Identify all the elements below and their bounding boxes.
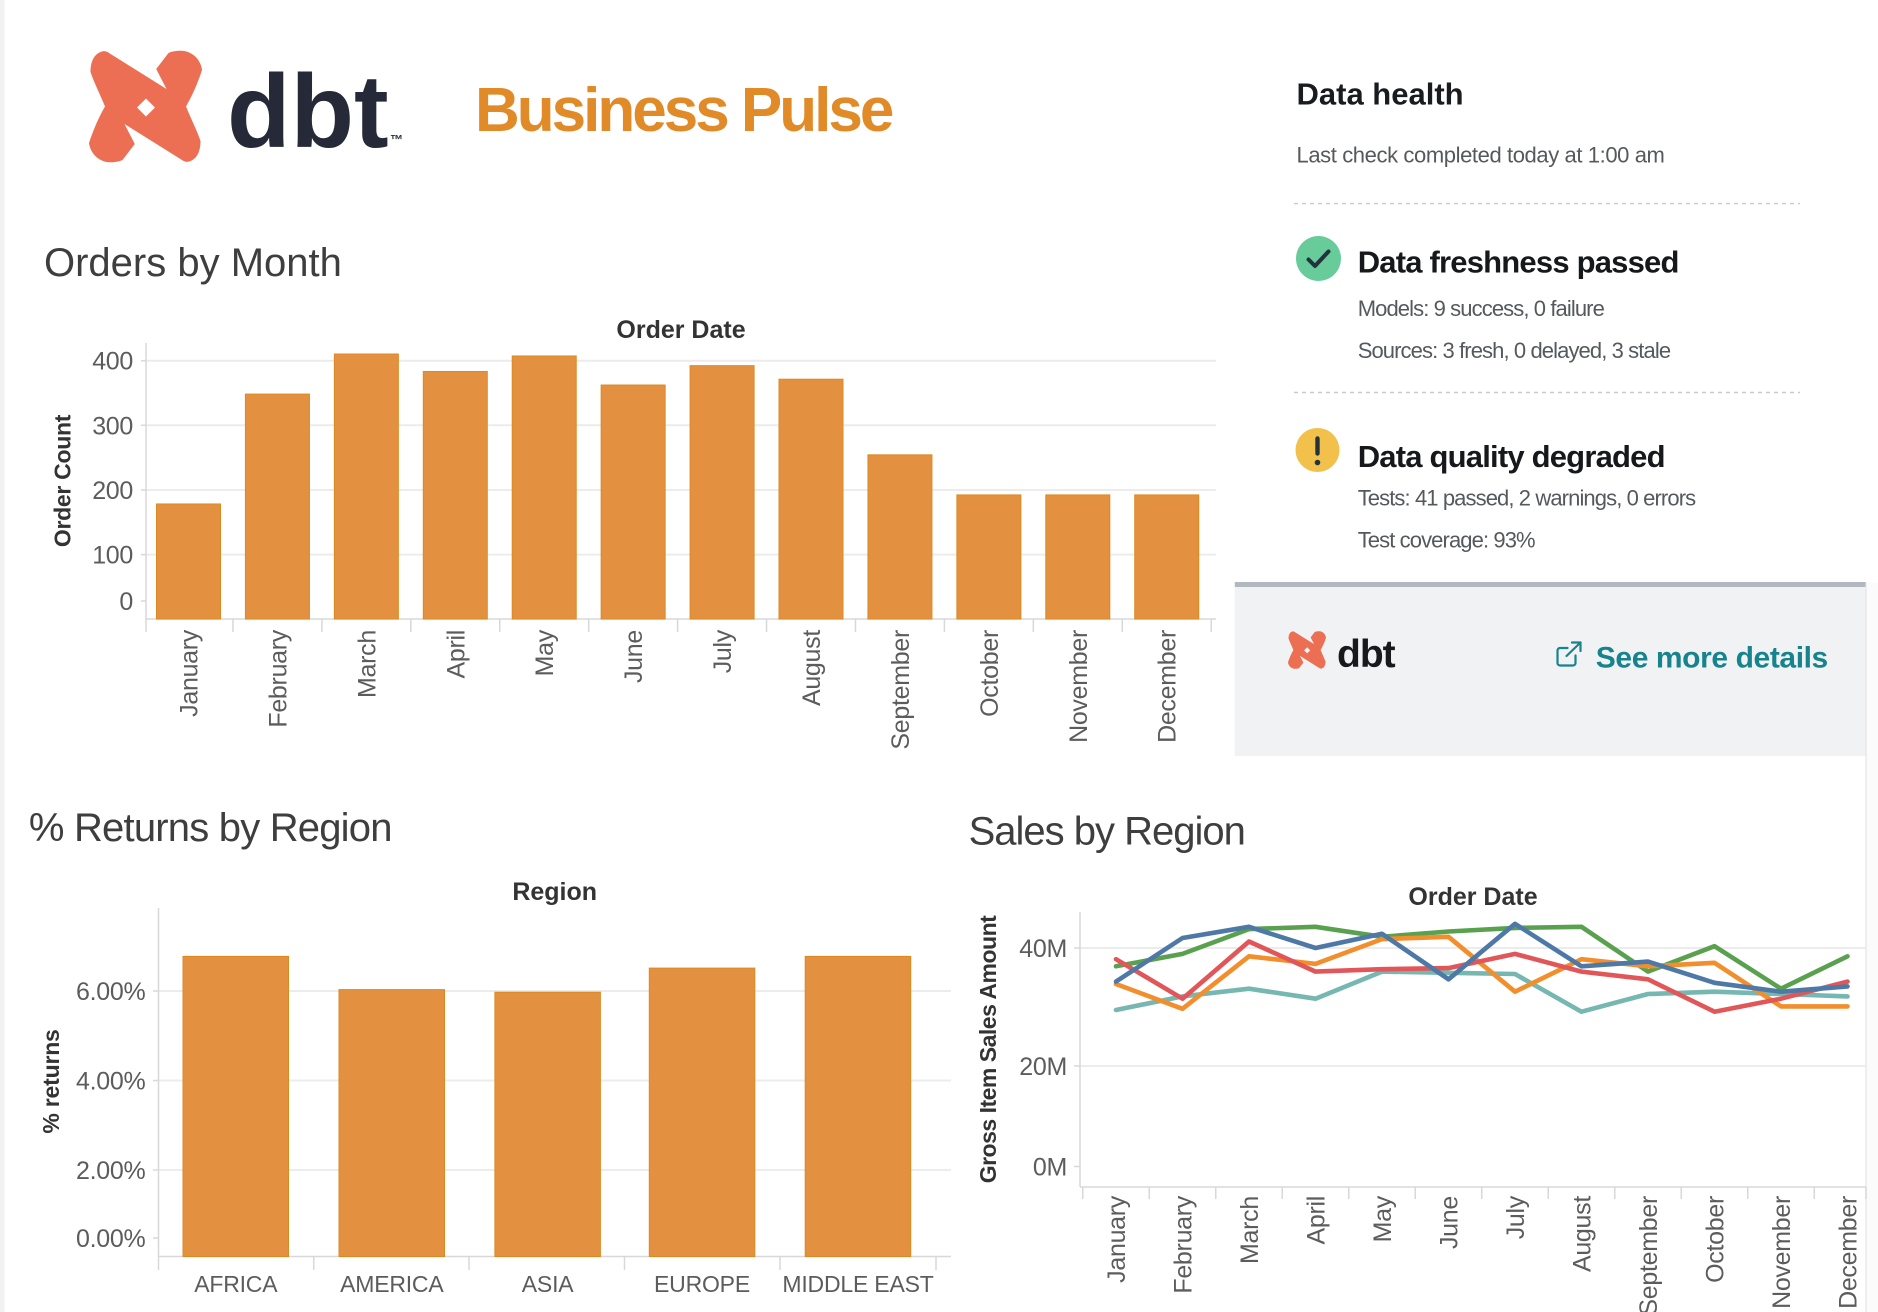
svg-text:April: April <box>1303 1196 1331 1245</box>
svg-text:December: December <box>1154 630 1182 743</box>
svg-text:% returns: % returns <box>38 1029 64 1133</box>
svg-text:Sales by Region: Sales by Region <box>969 809 1245 853</box>
svg-text:4.00%: 4.00% <box>76 1068 145 1096</box>
svg-text:20M: 20M <box>1019 1053 1067 1081</box>
svg-text:May: May <box>1369 1195 1397 1242</box>
svg-text:200: 200 <box>92 477 133 505</box>
svg-text:May: May <box>531 629 559 676</box>
svg-text:Business Pulse: Business Pulse <box>475 76 893 145</box>
svg-text:October: October <box>1702 1196 1730 1283</box>
svg-text:June: June <box>1436 1196 1464 1249</box>
svg-text:April: April <box>442 630 470 679</box>
svg-text:June: June <box>620 630 648 683</box>
svg-text:ASIA: ASIA <box>522 1271 574 1297</box>
svg-text:dbt: dbt <box>1337 633 1396 676</box>
svg-text:0: 0 <box>119 588 133 616</box>
svg-text:July: July <box>1502 1195 1530 1239</box>
svg-text:November: November <box>1768 1196 1796 1309</box>
svg-text:Sources: 3 fresh, 0 delayed, 3: Sources: 3 fresh, 0 delayed, 3 stale <box>1358 338 1671 363</box>
svg-text:July: July <box>709 629 737 673</box>
svg-text:November: November <box>1065 630 1093 743</box>
svg-text:October: October <box>976 630 1004 717</box>
svg-text:6.00%: 6.00% <box>76 978 145 1006</box>
svg-text:Tests: 41 passed, 2 warnings,: Tests: 41 passed, 2 warnings, 0 errors <box>1358 485 1696 510</box>
svg-text:40M: 40M <box>1019 935 1067 963</box>
svg-text:September: September <box>1635 1196 1663 1312</box>
svg-text:0.00%: 0.00% <box>76 1225 145 1253</box>
svg-text:March: March <box>1236 1196 1264 1264</box>
svg-text:Last check completed today at: Last check completed today at 1:00 am <box>1297 143 1665 168</box>
svg-text:Order Date: Order Date <box>616 316 745 344</box>
svg-text:Gross Item Sales Amount: Gross Item Sales Amount <box>975 915 1001 1183</box>
svg-text:400: 400 <box>92 348 133 376</box>
svg-text:Models: 9 success, 0 failure: Models: 9 success, 0 failure <box>1358 296 1605 321</box>
svg-text:August: August <box>1569 1196 1597 1272</box>
svg-text:% Returns by Region: % Returns by Region <box>29 806 392 850</box>
svg-text:100: 100 <box>92 542 133 570</box>
svg-text:Data freshness passed: Data freshness passed <box>1358 245 1679 280</box>
svg-text:dbt: dbt <box>227 54 389 170</box>
svg-text:December: December <box>1835 1196 1863 1309</box>
svg-text:0M: 0M <box>1033 1154 1067 1182</box>
svg-text:Test coverage: 93%: Test coverage: 93% <box>1358 528 1535 553</box>
svg-text:Order Count: Order Count <box>50 414 76 547</box>
svg-text:March: March <box>353 630 381 698</box>
svg-text:September: September <box>887 630 915 750</box>
svg-text:300: 300 <box>92 412 133 440</box>
svg-text:February: February <box>1170 1195 1198 1293</box>
svg-text:Order Date: Order Date <box>1408 883 1537 911</box>
svg-text:MIDDLE EAST: MIDDLE EAST <box>782 1271 933 1297</box>
svg-text:Data health: Data health <box>1297 77 1464 112</box>
svg-text:EUROPE: EUROPE <box>654 1271 750 1297</box>
svg-text:August: August <box>798 630 826 706</box>
svg-text:Data quality degraded: Data quality degraded <box>1358 439 1665 474</box>
svg-text:February: February <box>264 629 292 727</box>
svg-text:™: ™ <box>390 132 403 147</box>
svg-text:AFRICA: AFRICA <box>194 1271 278 1297</box>
svg-text:AMERICA: AMERICA <box>340 1271 444 1297</box>
svg-text:2.00%: 2.00% <box>76 1157 145 1185</box>
svg-text:Orders by Month: Orders by Month <box>44 241 342 285</box>
svg-text:See more details: See more details <box>1596 641 1828 674</box>
svg-text:Region: Region <box>512 878 597 906</box>
svg-text:January: January <box>176 629 204 717</box>
svg-text:January: January <box>1103 1195 1131 1283</box>
